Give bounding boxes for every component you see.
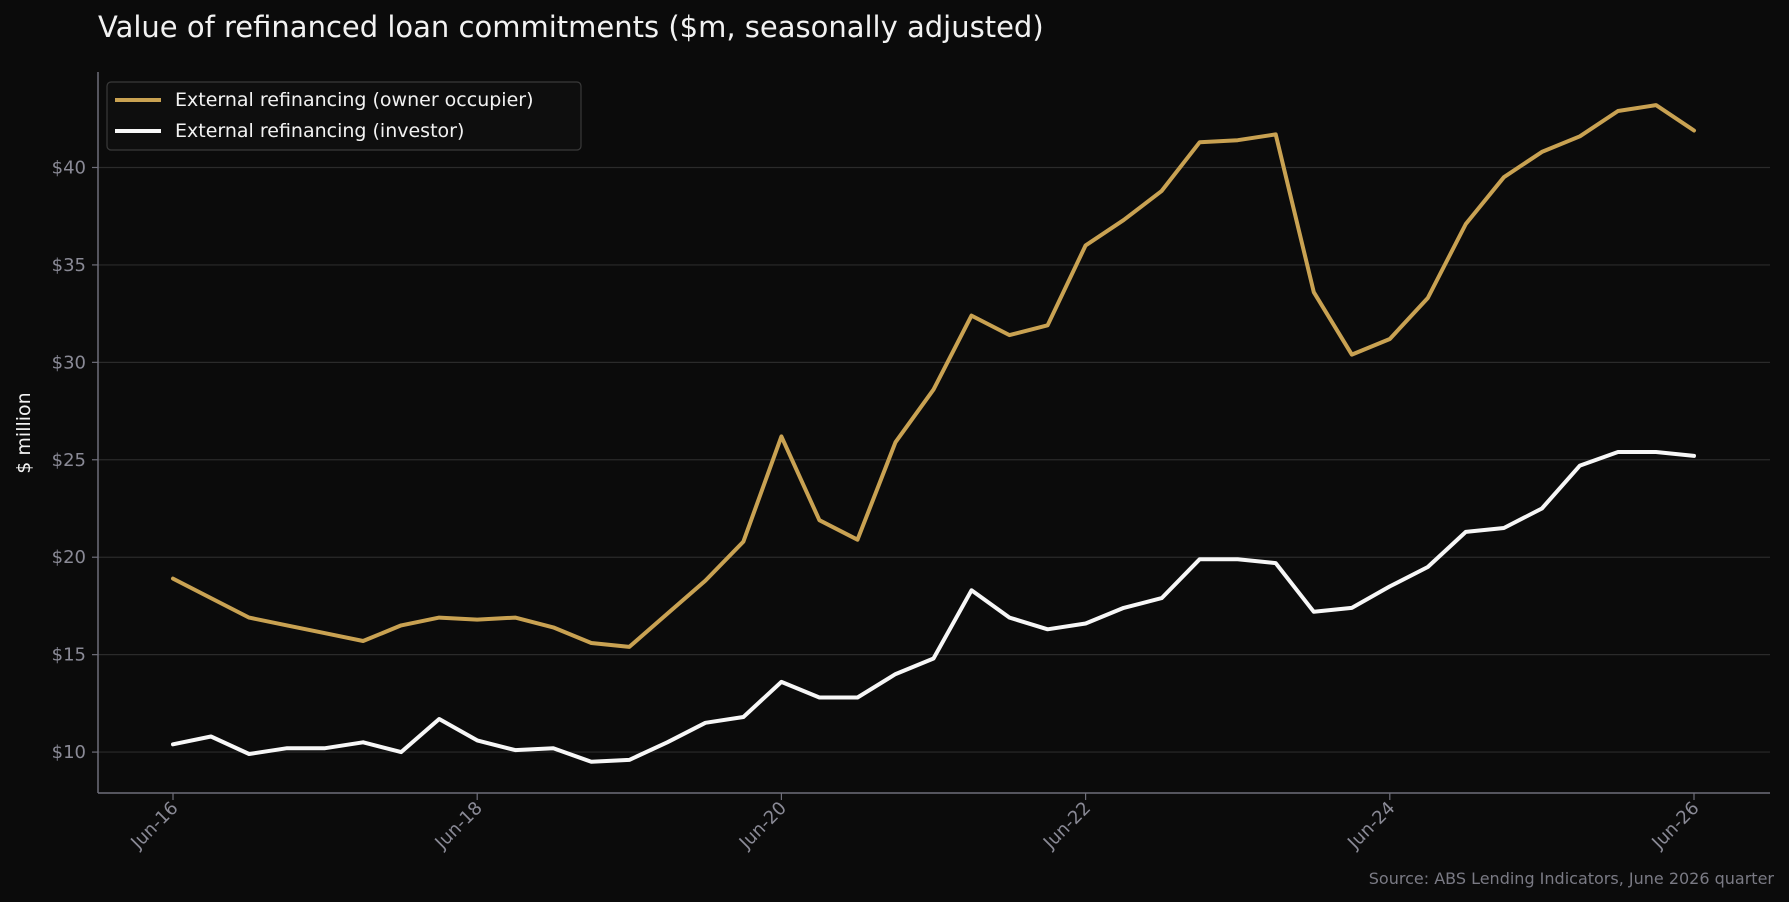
series-lines [171, 103, 1696, 764]
series-line-investor [171, 450, 1696, 764]
source-note: Source: ABS Lending Indicators, June 202… [1369, 869, 1775, 888]
y-axis-label: $ million [13, 392, 35, 473]
y-tick-label: $10 [52, 742, 86, 763]
legend-label-investor: External refinancing (investor) [175, 120, 464, 142]
y-tick-label: $15 [52, 645, 86, 666]
y-ticks: $10 $15 $20 $25 $30 $35 $40 [52, 157, 98, 763]
y-tick-label: $25 [52, 450, 86, 471]
y-tick-label: $35 [52, 255, 86, 276]
y-tick-label: $30 [52, 352, 86, 373]
chart-title: Value of refinanced loan commitments ($m… [98, 10, 1044, 44]
y-tick-label: $20 [52, 547, 86, 568]
series-line-owner-occupier [171, 103, 1696, 649]
y-tick-label: $40 [52, 157, 86, 178]
legend-label-owner-occupier: External refinancing (owner occupier) [175, 89, 534, 111]
legend-box [106, 81, 582, 151]
legend: External refinancing (owner occupier) Ex… [106, 81, 582, 151]
axes [97, 72, 1770, 794]
